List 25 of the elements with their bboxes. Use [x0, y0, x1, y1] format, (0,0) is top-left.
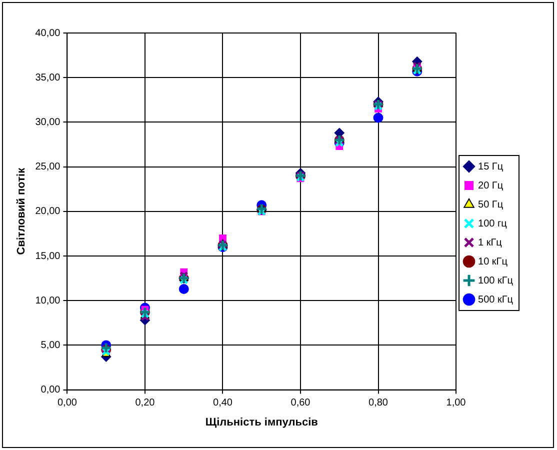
y-tick-label: 30,00	[35, 116, 61, 128]
legend-label: 15 Гц	[478, 161, 504, 172]
legend-label: 500 кГц	[478, 294, 514, 306]
y-tick-label: 5,00	[40, 340, 61, 351]
x-axis-title: Щільність імпульсів	[205, 416, 318, 428]
x-tick-label: 0,40	[213, 398, 233, 409]
legend-label: 50 Гц	[478, 199, 504, 210]
legend-label: 10 кГц	[478, 256, 508, 268]
y-axis-title: Світловий потік	[16, 167, 28, 255]
y-tick-label: 25,00	[35, 162, 61, 173]
x-tick-label: 0,60	[290, 398, 311, 409]
x-tick-label: 0,20	[135, 398, 156, 409]
x-tick-label: 0,00	[57, 398, 78, 409]
x-tick-label: 0,80	[368, 398, 388, 409]
x-tick-label: 1,00	[446, 398, 466, 409]
legend-label: 20 Гц	[478, 180, 504, 192]
y-tick-label: 15,00	[35, 250, 61, 262]
y-tick-label: 40,00	[35, 28, 61, 39]
legend-label: 1 кГц	[478, 237, 502, 248]
y-tick-label: 35,00	[35, 72, 61, 84]
legend-label: 100 гц	[478, 218, 508, 230]
y-tick-label: 0,00	[40, 384, 61, 396]
y-tick-label: 10,00	[35, 295, 61, 306]
y-tick-label: 20,00	[35, 206, 61, 218]
legend-label: 100 кГц	[478, 275, 514, 286]
